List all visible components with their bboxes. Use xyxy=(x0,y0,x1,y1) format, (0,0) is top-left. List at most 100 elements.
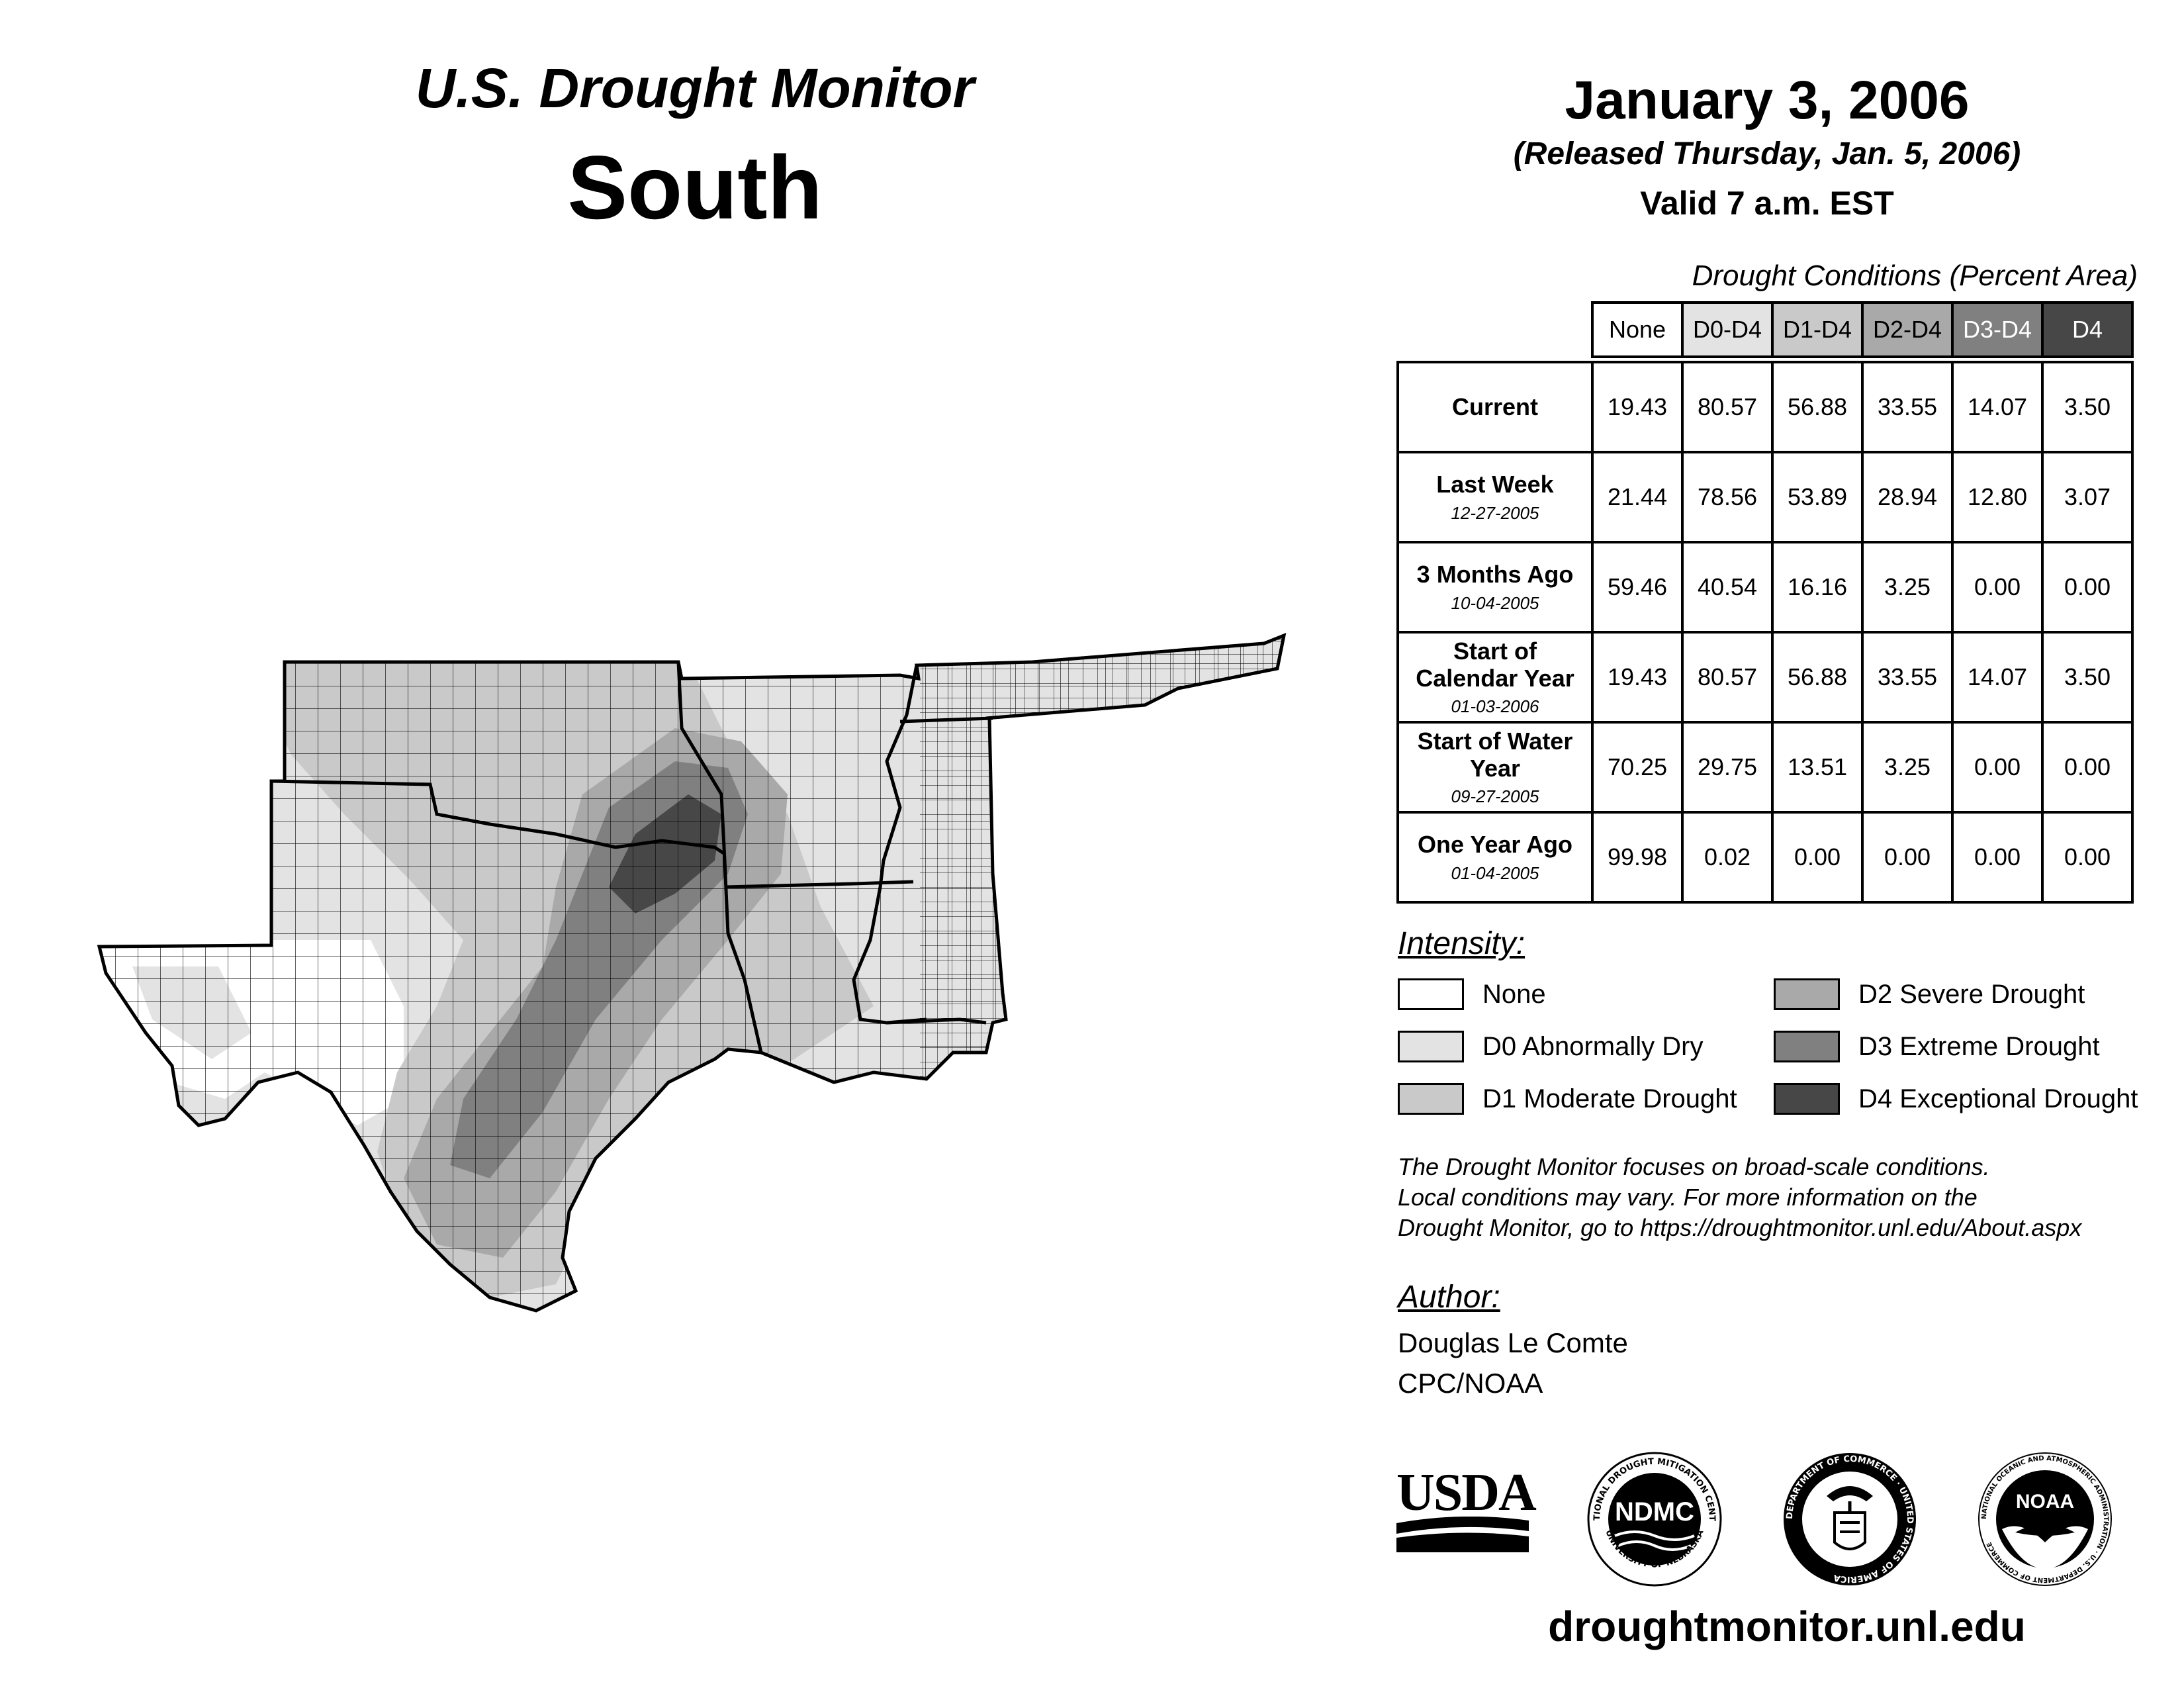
column-d0-d4: D0-D4 xyxy=(1681,301,1774,358)
table-cell: 3.25 xyxy=(1861,541,1954,633)
legend-label: D0 Abnormally Dry xyxy=(1482,1032,1704,1061)
table-cell: 80.57 xyxy=(1681,631,1774,724)
column-d1-d4: D1-D4 xyxy=(1771,301,1864,358)
disclaimer-note: The Drought Monitor focuses on broad-sca… xyxy=(1398,1152,2179,1243)
table-cell: 12.80 xyxy=(1951,451,2044,543)
row-label-3-months-ago: 3 Months Ago 10-04-2005 xyxy=(1396,541,1594,633)
usda-swoosh-icon xyxy=(1396,1517,1529,1552)
note-line: Drought Monitor, go to https://droughtmo… xyxy=(1398,1214,2082,1241)
table-cell: 33.55 xyxy=(1861,361,1954,453)
map-title: U.S. Drought Monitor xyxy=(415,57,975,119)
legend-swatch xyxy=(1398,1031,1464,1062)
table-cell: 3.50 xyxy=(2041,361,2134,453)
table-row: Last Week 12-27-2005 21.44 78.56 53.89 28… xyxy=(1396,451,2134,543)
legend-heading: Intensity: xyxy=(1398,926,1525,961)
row-date: 01-03-2006 xyxy=(1451,696,1539,717)
table-cell: 0.00 xyxy=(1861,811,1954,904)
noaa-logo: NATIONAL OCEANIC AND ATMOSPHERIC ADMINIS… xyxy=(1976,1450,2115,1589)
table-cell: 0.00 xyxy=(1951,541,2044,633)
legend-label: D3 Extreme Drought xyxy=(1858,1032,2100,1061)
table-cell: 33.55 xyxy=(1861,631,1954,724)
legend-label: D4 Exceptional Drought xyxy=(1858,1084,2138,1113)
usda-logo: USDA xyxy=(1396,1464,1537,1559)
table-cell: 0.00 xyxy=(1771,811,1864,904)
table-cell: 19.43 xyxy=(1591,631,1684,724)
table-header-row: None D0-D4 D1-D4 D2-D4 D3-D4 D4 xyxy=(1398,301,2134,358)
table-header-blank xyxy=(1398,303,1592,357)
table-cell: 28.94 xyxy=(1861,451,1954,543)
row-date: 12-27-2005 xyxy=(1451,502,1539,523)
table-row: Start of Calendar Year 01-03-2006 19.43 8… xyxy=(1396,631,2134,724)
author-name: Douglas Le Comte xyxy=(1398,1327,1628,1358)
legend-label: D1 Moderate Drought xyxy=(1482,1084,1737,1113)
author-heading: Author: xyxy=(1398,1280,1500,1315)
column-d2-d4: D2-D4 xyxy=(1861,301,1954,358)
table-row: Start of Water Year 09-27-2005 70.25 29.7… xyxy=(1396,721,2134,814)
table-cell: 14.07 xyxy=(1951,361,2044,453)
table-cell: 3.07 xyxy=(2041,451,2134,543)
doc-seal-icon: DEPARTMENT OF COMMERCE · UNITED STATES O… xyxy=(1784,1453,1916,1585)
table-row: Current 19.43 80.57 56.88 33.55 14.07 3.… xyxy=(1396,361,2134,453)
usda-logo-text: USDA xyxy=(1396,1464,1537,1522)
table-cell: 0.00 xyxy=(2041,721,2134,814)
state-boundaries xyxy=(99,635,1284,1311)
legend-swatch xyxy=(1398,1083,1464,1115)
noaa-seal-icon: NATIONAL OCEANIC AND ATMOSPHERIC ADMINIS… xyxy=(1978,1452,2112,1586)
row-date: 09-27-2005 xyxy=(1451,786,1539,807)
legend-swatch xyxy=(1774,1031,1840,1062)
ndmc-seal-icon: NATIONAL DROUGHT MITIGATION CENTER UNIVE… xyxy=(1582,1442,1722,1587)
table-cell: 59.46 xyxy=(1591,541,1684,633)
legend-swatch xyxy=(1774,978,1840,1010)
noaa-logo-text: NOAA xyxy=(2015,1491,2075,1513)
table-cell: 0.00 xyxy=(1951,811,2044,904)
legend-swatch xyxy=(1398,978,1464,1010)
note-line: Local conditions may vary. For more info… xyxy=(1398,1184,1978,1211)
row-date: 10-04-2005 xyxy=(1451,592,1539,613)
table-cell: 70.25 xyxy=(1591,721,1684,814)
table-cell: 19.43 xyxy=(1591,361,1684,453)
column-d4: D4 xyxy=(2041,301,2134,358)
table-cell: 56.88 xyxy=(1771,631,1864,724)
author-org: CPC/NOAA xyxy=(1398,1368,1543,1399)
release-date: (Released Thursday, Jan. 5, 2006) xyxy=(1513,136,2021,171)
ndmc-logo-text: NDMC xyxy=(1615,1497,1694,1526)
ndmc-logo: NATIONAL DROUGHT MITIGATION CENTER UNIVE… xyxy=(1582,1442,1724,1589)
legend-label: None xyxy=(1482,980,1546,1009)
website-link[interactable]: droughtmonitor.unl.edu xyxy=(1548,1603,2026,1650)
drought-map xyxy=(93,596,1297,1324)
table-row: 3 Months Ago 10-04-2005 59.46 40.54 16.16… xyxy=(1396,541,2134,633)
row-label-start-of-calendar-year: Start of Calendar Year 01-03-2006 xyxy=(1396,631,1594,724)
row-label-one-year-ago: One Year Ago 01-04-2005 xyxy=(1396,811,1594,904)
table-cell: 3.25 xyxy=(1861,721,1954,814)
table-row: One Year Ago 01-04-2005 99.98 0.02 0.00 0… xyxy=(1396,811,2134,904)
row-label-start-of-water-year: Start of Water Year 09-27-2005 xyxy=(1396,721,1594,814)
row-label-last-week: Last Week 12-27-2005 xyxy=(1396,451,1594,543)
table-cell: 80.57 xyxy=(1681,361,1774,453)
map-date: January 3, 2006 xyxy=(1565,70,1970,130)
table-cell: 0.00 xyxy=(1951,721,2044,814)
table-cell: 21.44 xyxy=(1591,451,1684,543)
drought-conditions-table: None D0-D4 D1-D4 D2-D4 D3-D4 D4 Current … xyxy=(1396,301,2134,904)
column-d3-d4: D3-D4 xyxy=(1951,301,2044,358)
table-cell: 99.98 xyxy=(1591,811,1684,904)
note-line: The Drought Monitor focuses on broad-sca… xyxy=(1398,1153,1990,1180)
table-cell: 40.54 xyxy=(1681,541,1774,633)
column-none: None xyxy=(1591,301,1684,358)
table-cell: 0.00 xyxy=(2041,811,2134,904)
legend-swatch xyxy=(1774,1083,1840,1115)
row-label-current: Current xyxy=(1396,361,1594,453)
table-cell: 14.07 xyxy=(1951,631,2044,724)
doc-seal-logo: DEPARTMENT OF COMMERCE · UNITED STATES O… xyxy=(1780,1450,1919,1589)
table-cell: 16.16 xyxy=(1771,541,1864,633)
table-cell: 0.02 xyxy=(1681,811,1774,904)
table-cell: 13.51 xyxy=(1771,721,1864,814)
table-cell: 56.88 xyxy=(1771,361,1864,453)
table-cell: 0.00 xyxy=(2041,541,2134,633)
table-cell: 53.89 xyxy=(1771,451,1864,543)
legend-label: D2 Severe Drought xyxy=(1858,980,2085,1009)
region-title: South xyxy=(567,137,823,238)
row-date: 01-04-2005 xyxy=(1451,863,1539,883)
table-cell: 78.56 xyxy=(1681,451,1774,543)
table-cell: 29.75 xyxy=(1681,721,1774,814)
valid-time: Valid 7 a.m. EST xyxy=(1640,185,1894,222)
